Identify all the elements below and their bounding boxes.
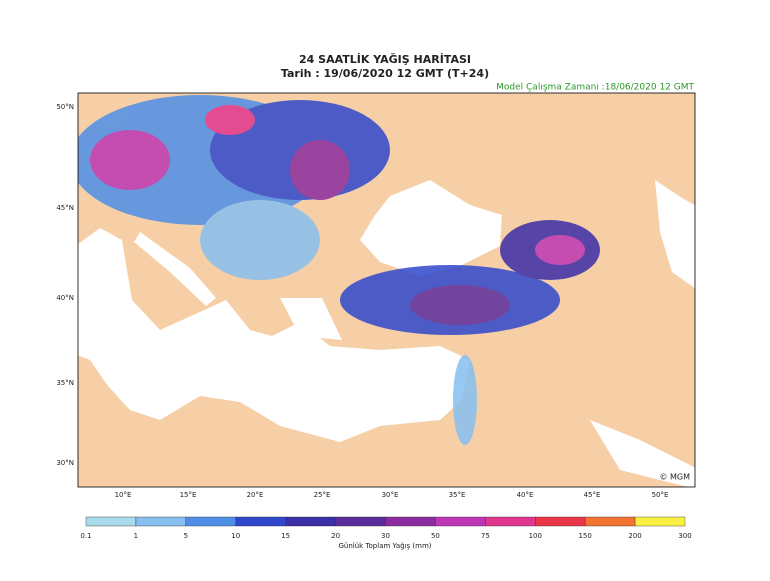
legend-swatch [185, 516, 236, 527]
lon-label: 20°E [247, 491, 264, 499]
lat-label: 45°N [56, 204, 74, 212]
lon-label: 10°E [115, 491, 132, 499]
legend-tick: 50 [431, 532, 440, 540]
map [77, 92, 696, 488]
legend-swatch [584, 516, 636, 527]
legend-tick: 20 [331, 532, 340, 540]
lat-label: 35°N [56, 379, 74, 387]
subtitle: Tarih : 19/06/2020 12 GMT (T+24) [281, 67, 489, 80]
legend-tick: 300 [678, 532, 691, 540]
sea [78, 180, 695, 487]
legend-tick: 5 [184, 532, 188, 540]
lon-label: 30°E [382, 491, 399, 499]
legend-tick: 30 [381, 532, 390, 540]
lon-label: 25°E [314, 491, 331, 499]
legend-label: Günlük Toplam Yağış (mm) [338, 542, 431, 550]
legend-tick: 0.1 [80, 532, 91, 540]
legend-tick: 150 [578, 532, 591, 540]
legend-tick: 15 [281, 532, 290, 540]
legend-swatch [435, 516, 486, 527]
precipitation [78, 95, 600, 445]
legend-tick: 100 [529, 532, 542, 540]
model-time: Model Çalışma Zamanı :18/06/2020 12 GMT [496, 83, 694, 93]
legend-swatch [634, 516, 686, 527]
legend-swatch [85, 516, 137, 527]
legend-tick: 75 [481, 532, 490, 540]
legend-tick: 1 [134, 532, 138, 540]
lon-label: 35°E [449, 491, 466, 499]
credit: © MGM [659, 473, 690, 482]
lat-label: 40°N [56, 294, 74, 302]
legend-swatch [535, 516, 586, 527]
legend-swatch [485, 516, 536, 527]
legend-swatch [385, 516, 436, 527]
legend-swatch [335, 516, 386, 527]
lon-label: 15°E [180, 491, 197, 499]
title: 24 SAATLİK YAĞIŞ HARİTASI [299, 52, 471, 66]
legend-swatch [135, 516, 187, 527]
lat-label: 30°N [56, 459, 74, 467]
legend-tick: 200 [628, 532, 641, 540]
legend-swatch [235, 516, 286, 527]
lon-label: 50°E [652, 491, 669, 499]
legend-tick: 10 [231, 532, 240, 540]
lon-label: 45°E [584, 491, 601, 499]
legend-swatch [285, 516, 336, 527]
lat-label: 50°N [56, 103, 74, 111]
lon-label: 40°E [517, 491, 534, 499]
